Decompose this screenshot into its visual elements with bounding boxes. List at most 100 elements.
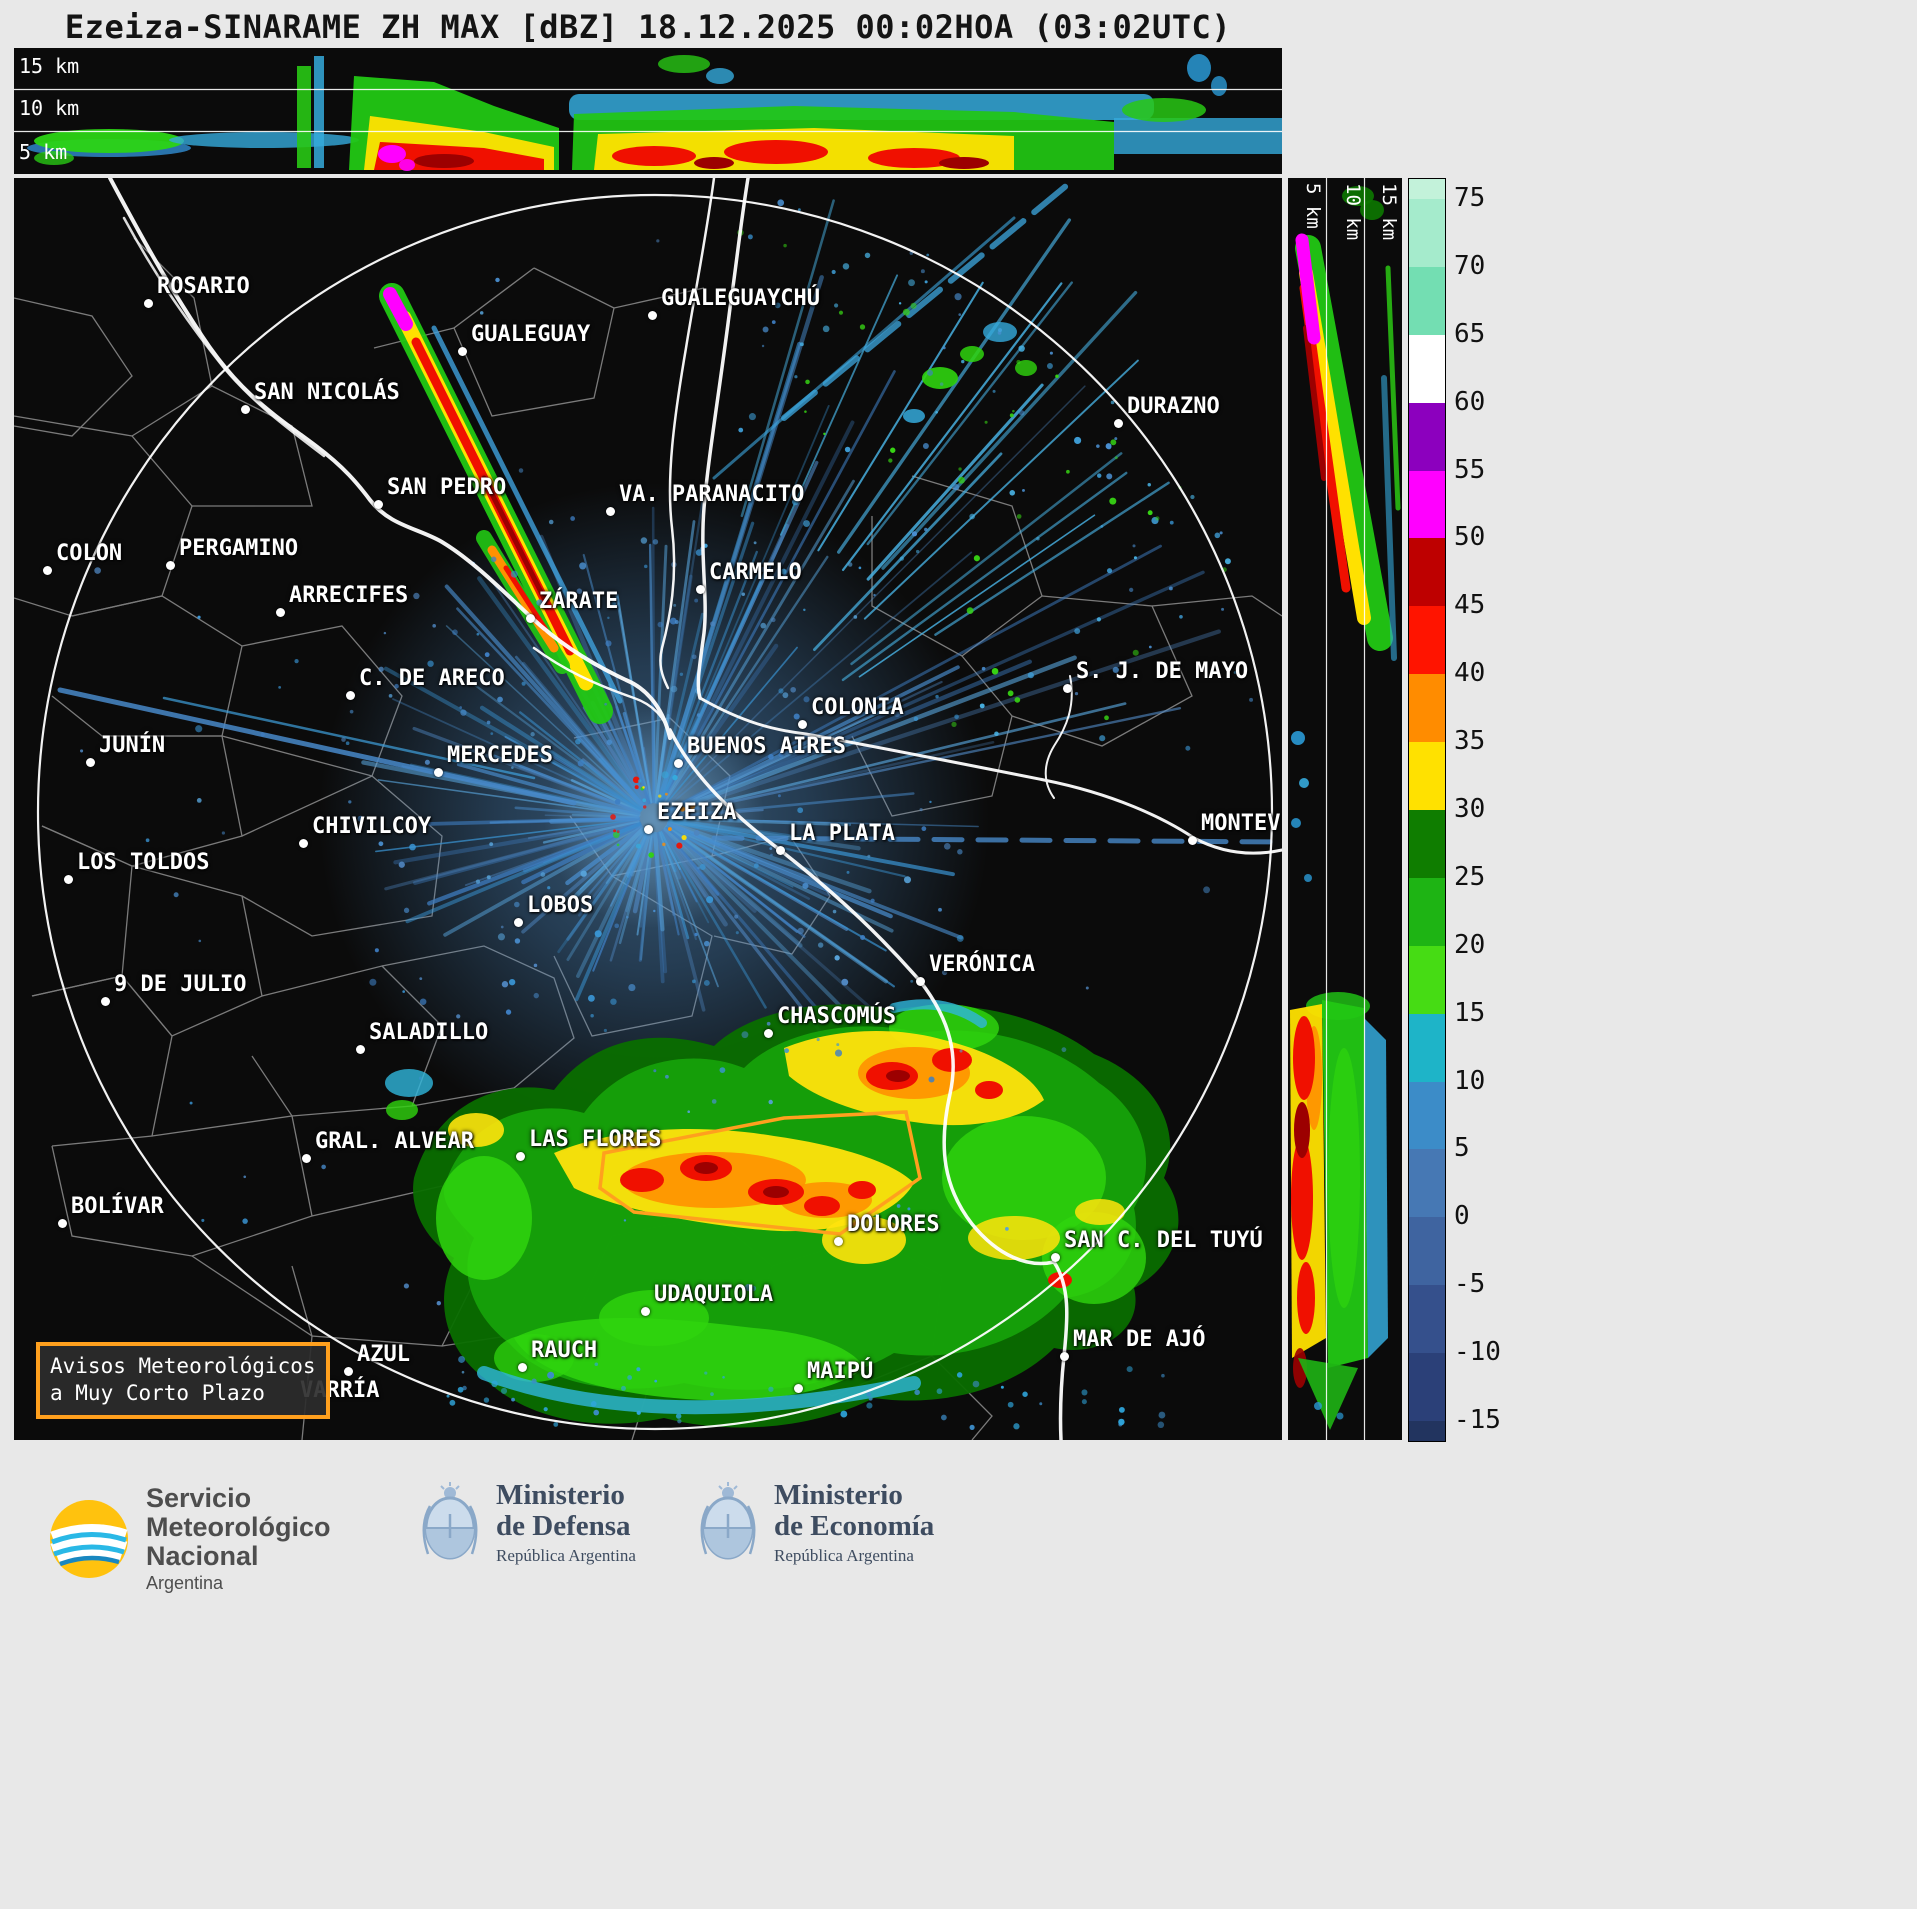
city-label: GRAL. ALVEAR — [315, 1128, 474, 1154]
height-gridlines — [14, 88, 1282, 133]
colorbar-tick: 25 — [1454, 861, 1486, 892]
height-axis-label: 15 km — [1378, 183, 1400, 241]
city-dot — [516, 1152, 526, 1162]
ministry-economia-block: Ministerio de Economía República Argenti… — [698, 1480, 934, 1566]
city-label: BOLÍVAR — [71, 1193, 164, 1219]
city-dot — [798, 719, 808, 729]
height-axis-label: 15 km — [19, 54, 80, 78]
nw-interference-spike — [379, 283, 623, 724]
colorbar-segment — [1409, 402, 1445, 472]
city-label: SAN NICOLÁS — [254, 379, 400, 405]
city-dot — [85, 758, 95, 768]
warning-polygon — [598, 1110, 922, 1236]
city-label: MAIPÚ — [807, 1359, 874, 1384]
colorbar-tick: 0 — [1454, 1201, 1470, 1232]
dbz-colorbar-ticks: 75 70 65 60 55 50 45 40 35 30 25 20 15 10 5 0 -5 -10 -15 — [1454, 178, 1544, 1440]
city-dot — [915, 977, 925, 986]
colorbar-tick: 70 — [1454, 250, 1486, 281]
city-dot — [165, 561, 175, 571]
city-label: DURAZNO — [1127, 393, 1220, 419]
city-dot — [302, 1153, 312, 1163]
colorbar-segment — [1409, 538, 1445, 607]
ministry-name-line: Ministerio — [496, 1479, 625, 1511]
southern-storm-complex — [385, 999, 1179, 1428]
city-label: MONTEV — [1200, 811, 1281, 837]
city-label: MERCEDES — [447, 743, 553, 769]
city-label: GUALEGUAY — [470, 322, 591, 348]
city-dot — [833, 1236, 843, 1246]
colorbar-segment — [1409, 945, 1445, 1015]
colorbar-segment — [1409, 1285, 1445, 1354]
colorbar-tick: -15 — [1454, 1405, 1501, 1435]
city-dot — [1062, 683, 1072, 693]
city-dot — [434, 768, 444, 778]
city-dot — [1051, 1253, 1061, 1262]
ministry-subtitle: República Argentina — [774, 1546, 914, 1565]
city-dot — [674, 759, 684, 769]
colorbar-segment — [1409, 1353, 1445, 1422]
colorbar-segment — [1409, 742, 1445, 811]
city-label: SAN C. DEL TUYÚ — [1064, 1228, 1263, 1253]
colorbar-segment — [1409, 470, 1445, 540]
city-dot — [1060, 1351, 1070, 1361]
coat-of-arms-icon — [422, 1482, 478, 1560]
ministry-defensa-block: Ministerio de Defensa República Argentin… — [420, 1480, 636, 1566]
city-label: LAS FLORES — [529, 1127, 662, 1153]
city-label: MAR DE AJÓ — [1073, 1326, 1206, 1352]
colorbar-tick: 75 — [1454, 183, 1486, 213]
city-label: ROSARIO — [157, 273, 250, 299]
city-dot — [640, 1307, 650, 1317]
colorbar-segment — [1409, 266, 1445, 336]
colorbar-tick: 55 — [1454, 454, 1486, 485]
city-dot — [517, 1363, 527, 1373]
city-label: CARMELO — [708, 560, 802, 586]
colorbar-tick: -5 — [1454, 1269, 1486, 1300]
colorbar-segment — [1409, 1217, 1445, 1286]
page-title: Ezeiza-SINARAME ZH MAX [dBZ] 18.12.2025 … — [64, 8, 1232, 46]
colorbar-segment — [1409, 877, 1445, 947]
city-label: LOBOS — [527, 892, 594, 918]
city-dot — [763, 1029, 773, 1038]
colorbar-segment — [1409, 1149, 1445, 1218]
colorbar-tick: 45 — [1454, 590, 1486, 621]
colorbar-tick: 40 — [1454, 658, 1486, 689]
city-label: RAUCH — [530, 1338, 598, 1364]
city-label: PERGAMINO — [178, 536, 299, 562]
smn-country: Argentina — [146, 1573, 224, 1593]
smn-name-line: Meteorológico — [146, 1512, 331, 1542]
west-echo-streak — [57, 687, 577, 806]
city-dot — [514, 917, 524, 927]
city-label: LOS TOLDOS — [77, 850, 210, 876]
top-cross-section-plot — [14, 54, 1282, 171]
city-label: LA PLATA — [788, 821, 895, 846]
city-label: ARRECIFES — [289, 583, 409, 608]
city-dot — [58, 1218, 68, 1228]
city-label: COLON — [55, 540, 123, 566]
city-dot — [298, 838, 308, 848]
right-cross-section-plot — [1290, 178, 1401, 1440]
colorbar-tick: 35 — [1454, 726, 1486, 757]
east-echo-streak — [711, 835, 1282, 845]
warning-box-line: Avisos Meteorológicos — [50, 1354, 316, 1378]
city-label-layer: ROSARIO GUALEGUAYCHÚ GUALEGUAY SAN NICOLÁS D… — [14, 178, 1282, 1440]
right-cross-section-panel: 5 km 10 km 15 km — [1288, 178, 1402, 1440]
city-dot — [457, 347, 467, 357]
ministry-name-line: Ministerio — [774, 1479, 903, 1511]
city-dot — [346, 691, 356, 701]
smn-logo-icon — [50, 1500, 128, 1578]
top-cross-section-panel: 15 km 10 km 5 km — [14, 48, 1282, 174]
city-label: SAN PEDRO — [387, 474, 507, 500]
colorbar-cap-top — [1409, 179, 1445, 199]
cross-section-echoes — [27, 54, 1282, 171]
ministry-name-line: de Defensa — [496, 1510, 631, 1542]
colorbar-tick: 10 — [1454, 1065, 1486, 1096]
radar-map-panel: ROSARIO GUALEGUAYCHÚ GUALEGUAY SAN NICOLÁS D… — [14, 178, 1282, 1440]
city-dot — [794, 1384, 803, 1393]
city-label: 9 DE JULIO — [114, 971, 247, 997]
city-dot — [1114, 418, 1124, 428]
height-axis-label: 5 km — [19, 140, 68, 164]
smn-name-line: Servicio — [146, 1483, 252, 1513]
height-gridlines — [1325, 178, 1366, 1440]
city-dot — [644, 824, 653, 834]
